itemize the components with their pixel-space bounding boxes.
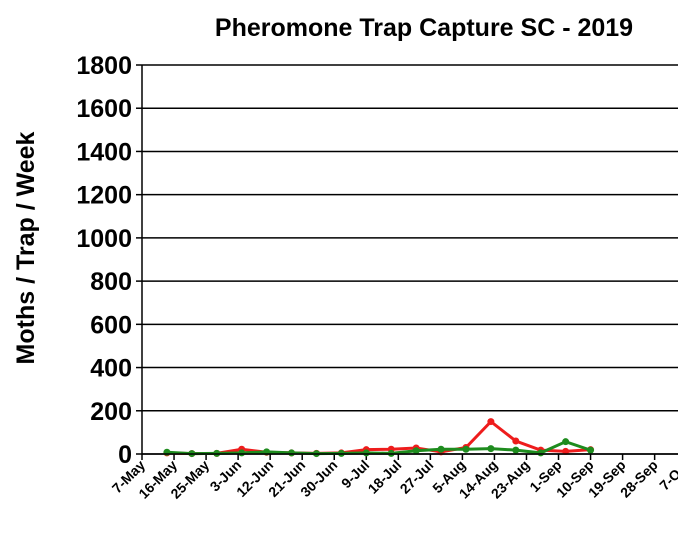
chart-title: Pheromone Trap Capture SC - 2019: [215, 14, 633, 42]
data-point: [537, 449, 545, 457]
x-tick-label: 7-Oct: [656, 457, 678, 494]
data-point: [238, 449, 246, 457]
y-tick-label: 1800: [76, 52, 132, 80]
y-tick-label: 400: [90, 355, 132, 383]
data-point: [487, 445, 495, 453]
y-tick-label: 0: [118, 441, 132, 469]
series-line: [166, 419, 591, 456]
data-point: [512, 437, 520, 445]
y-tick-label: 1600: [76, 95, 132, 123]
y-tick-label: 1000: [76, 225, 132, 253]
y-tick-label: 800: [90, 268, 132, 296]
data-point: [562, 438, 570, 446]
data-point: [362, 449, 370, 457]
data-point: [462, 445, 470, 453]
x-tick-label: 27-Jul: [397, 457, 437, 497]
data-point: [437, 445, 445, 453]
data-point: [512, 446, 520, 454]
y-tick-label: 1200: [76, 182, 132, 210]
x-tick-label: 18-Jul: [365, 457, 405, 497]
data-point: [288, 449, 296, 457]
series-line: [166, 440, 592, 456]
x-tick-label: 30-Jun: [297, 457, 340, 500]
y-tick-label: 600: [90, 311, 132, 339]
data-point: [587, 446, 595, 454]
data-point: [412, 447, 420, 455]
y-tick-label: 200: [90, 398, 132, 426]
data-point: [487, 418, 495, 426]
y-tick-label: 1400: [76, 138, 132, 166]
y-axis-label: Moths / Trap / Week: [12, 131, 40, 364]
data-point: [562, 447, 570, 455]
